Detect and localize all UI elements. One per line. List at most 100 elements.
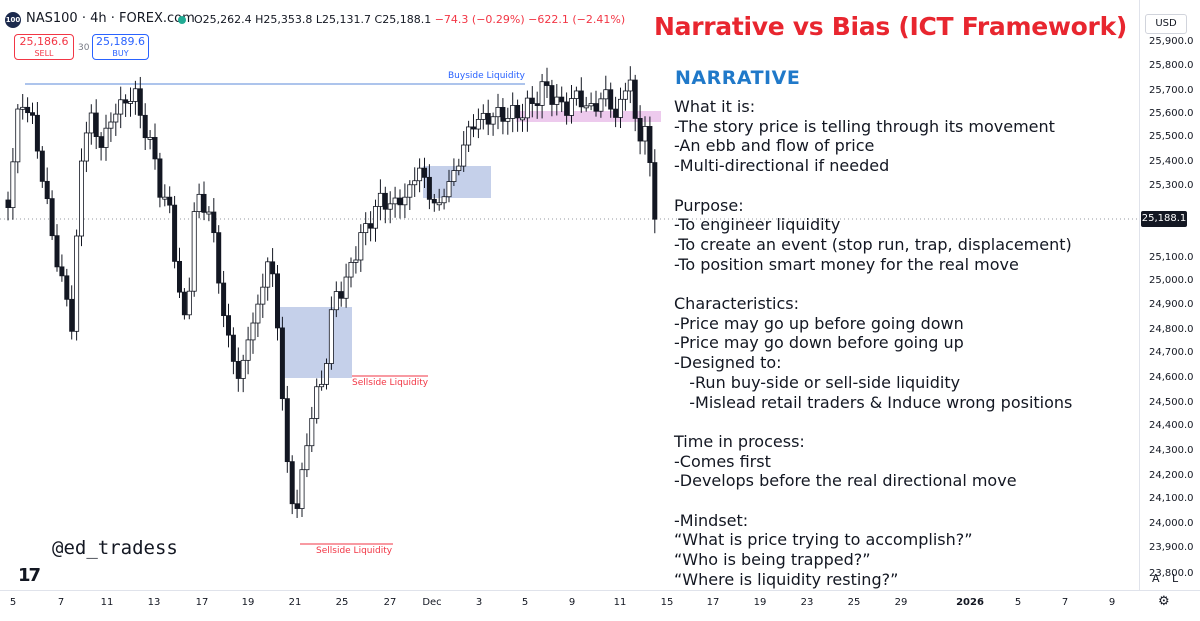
candle-body	[495, 107, 501, 118]
candle-body	[176, 260, 182, 293]
candle-body	[196, 193, 202, 212]
sell-button[interactable]: 25,186.6 SELL	[14, 34, 74, 60]
auto-scale-button[interactable]: A	[1152, 572, 1160, 585]
candle-body	[127, 101, 133, 104]
candle-body	[49, 198, 55, 237]
time-tick: 2026	[956, 597, 984, 608]
candle-body	[421, 167, 427, 178]
candle-body	[348, 262, 354, 278]
candle-body	[230, 334, 236, 362]
currency-selector[interactable]: USD	[1145, 14, 1187, 34]
candle-body	[564, 101, 570, 116]
candle-body	[529, 97, 535, 104]
candle-body	[358, 232, 364, 261]
candle-body	[397, 197, 403, 206]
candle-body	[490, 116, 496, 125]
price-tick: 25,100.0	[1149, 252, 1194, 263]
tradingview-logo-icon[interactable]: 17	[18, 565, 41, 586]
candle-body	[108, 121, 114, 129]
sell-price: 25,186.6	[19, 35, 69, 48]
candle-body	[554, 96, 560, 105]
candle-body	[500, 107, 506, 122]
candle-body	[201, 193, 207, 213]
time-tick: 11	[613, 597, 627, 608]
time-tick: 25	[335, 597, 349, 608]
candle-body	[304, 445, 310, 471]
candle-body	[284, 398, 290, 463]
candle-body	[270, 261, 276, 275]
time-tick: 9	[1108, 597, 1116, 608]
candle-body	[44, 180, 50, 200]
gear-icon[interactable]: ⚙	[1158, 594, 1170, 609]
candle-body	[353, 259, 359, 263]
log-scale-button[interactable]: L	[1172, 572, 1179, 585]
candle-body	[181, 291, 187, 316]
market-open-status-icon	[178, 16, 186, 24]
time-tick: 7	[57, 597, 65, 608]
candle-body	[20, 106, 26, 110]
candle-body	[539, 81, 545, 106]
candle-body	[235, 361, 241, 379]
candle-body	[426, 176, 432, 200]
candle-body	[333, 291, 339, 311]
ohlc-close: C25,188.1	[374, 13, 432, 26]
candle-body	[39, 150, 45, 182]
price-tick: 23,900.0	[1149, 542, 1194, 553]
candle-body	[377, 192, 383, 207]
candle-body	[211, 211, 217, 234]
candle-body	[137, 88, 143, 116]
candle-body	[294, 503, 300, 509]
price-tick: 24,300.0	[1149, 445, 1194, 456]
buy-button[interactable]: 25,189.6 BUY	[92, 34, 149, 60]
candle-body	[225, 315, 231, 336]
candle-body	[451, 170, 457, 182]
candle-body	[627, 79, 633, 92]
sell-label: SELL	[34, 49, 54, 58]
candle-body	[412, 180, 418, 186]
ohlc-low: L25,131.7	[315, 13, 372, 26]
time-tick: 27	[383, 597, 397, 608]
candle-body	[515, 105, 521, 119]
price-tick: 24,800.0	[1149, 324, 1194, 335]
candle-body	[392, 197, 398, 205]
candle-body	[113, 113, 119, 123]
time-tick: 9	[568, 597, 576, 608]
candle-body	[123, 99, 129, 104]
spread-value: 30	[78, 43, 90, 53]
candle-body	[245, 339, 251, 361]
candle-body	[172, 204, 178, 262]
price-tick: 24,100.0	[1149, 493, 1194, 504]
candle-body	[59, 266, 65, 277]
buy-price: 25,189.6	[96, 35, 145, 48]
time-axis[interactable]	[0, 590, 1200, 621]
candle-body	[632, 79, 638, 119]
candle-body	[475, 119, 481, 130]
candle-body	[544, 81, 550, 86]
symbol-title[interactable]: NAS100 · 4h · FOREX.com	[26, 11, 195, 26]
time-tick: 25	[847, 597, 861, 608]
candle-body	[118, 99, 124, 115]
candle-body	[368, 223, 374, 229]
buy-label: BUY	[112, 49, 129, 58]
candle-body	[382, 192, 388, 210]
candle-body	[15, 108, 21, 163]
candle-body	[186, 290, 192, 316]
buyside-liquidity-label: Buyside Liquidity	[448, 71, 526, 81]
price-tick: 24,000.0	[1149, 518, 1194, 529]
candlestick-chart[interactable]	[0, 0, 1139, 590]
price-tick: 25,900.0	[1149, 36, 1194, 47]
candle-body	[505, 118, 511, 122]
fvg-zone-upper	[516, 111, 661, 122]
candle-body	[279, 327, 285, 400]
price-tick: 24,500.0	[1149, 397, 1194, 408]
candle-body	[593, 103, 599, 112]
time-tick: 11	[100, 597, 114, 608]
candle-body	[510, 105, 516, 119]
candle-body	[74, 235, 80, 332]
candle-body	[407, 184, 413, 198]
time-tick: 17	[195, 597, 209, 608]
ohlc-change: −74.3 (−0.29%)	[434, 13, 525, 26]
time-tick: 15	[660, 597, 674, 608]
price-axis[interactable]	[1139, 0, 1200, 590]
ohlc-readout: O25,262.4 H25,353.8 L25,131.7 C25,188.1 …	[194, 13, 625, 26]
